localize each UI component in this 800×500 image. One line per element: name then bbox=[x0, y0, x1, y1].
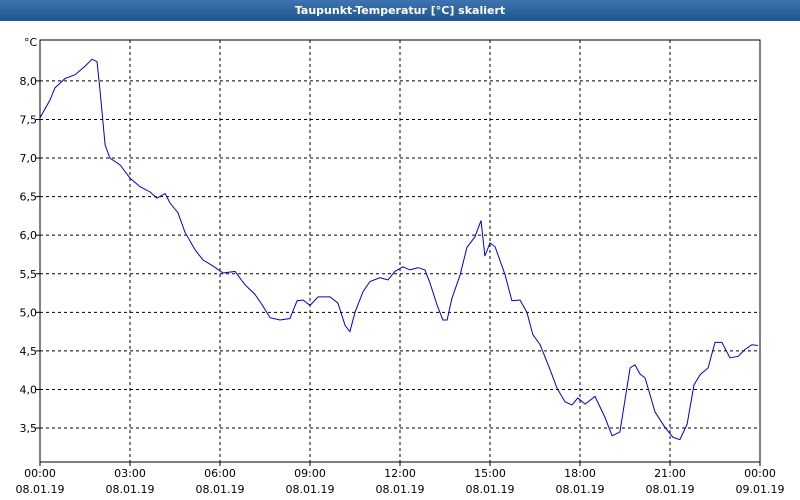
x-tick-label: 12:00 08.01.19 bbox=[376, 467, 425, 496]
plot-frame bbox=[39, 39, 761, 463]
y-tick-label: 4,5 bbox=[20, 345, 38, 358]
chart: °C 3,5 4,0 4,5 5,0 5,5 6,0 6,5 7,0 7,5 8,0 00:00 08… bbox=[16, 36, 785, 496]
data-line bbox=[39, 58, 758, 441]
x-tick-label: 09:00 08.01.19 bbox=[286, 467, 335, 496]
x-tick-label: 06:00 08.01.19 bbox=[196, 467, 245, 496]
y-tick-label: 7,5 bbox=[20, 113, 38, 126]
y-tick-label: 7,0 bbox=[20, 152, 38, 165]
y-tick-label: 6,0 bbox=[20, 229, 38, 242]
x-tick-label: 18:00 08.01.19 bbox=[556, 467, 605, 496]
y-tick-label: 5,5 bbox=[20, 268, 38, 281]
x-tick-label: 00:00 08.01.19 bbox=[16, 467, 65, 496]
y-tick-label: 4,0 bbox=[20, 383, 38, 396]
y-tick-label: 8,0 bbox=[20, 75, 38, 88]
y-tick-label: 6,5 bbox=[20, 191, 38, 204]
x-tick-label: 00:00 09.01.19 bbox=[736, 467, 785, 496]
window-title: Taupunkt-Temperatur [°C] skaliert bbox=[0, 0, 800, 21]
x-tick-label: 15:00 08.01.19 bbox=[466, 467, 515, 496]
x-tick-label: 21:00 08.01.19 bbox=[646, 467, 695, 496]
y-unit: °C bbox=[24, 36, 38, 49]
y-tick-label: 5,0 bbox=[20, 306, 38, 319]
y-tick-label: 3,5 bbox=[20, 422, 38, 435]
x-tick-label: 03:00 08.01.19 bbox=[106, 467, 155, 496]
